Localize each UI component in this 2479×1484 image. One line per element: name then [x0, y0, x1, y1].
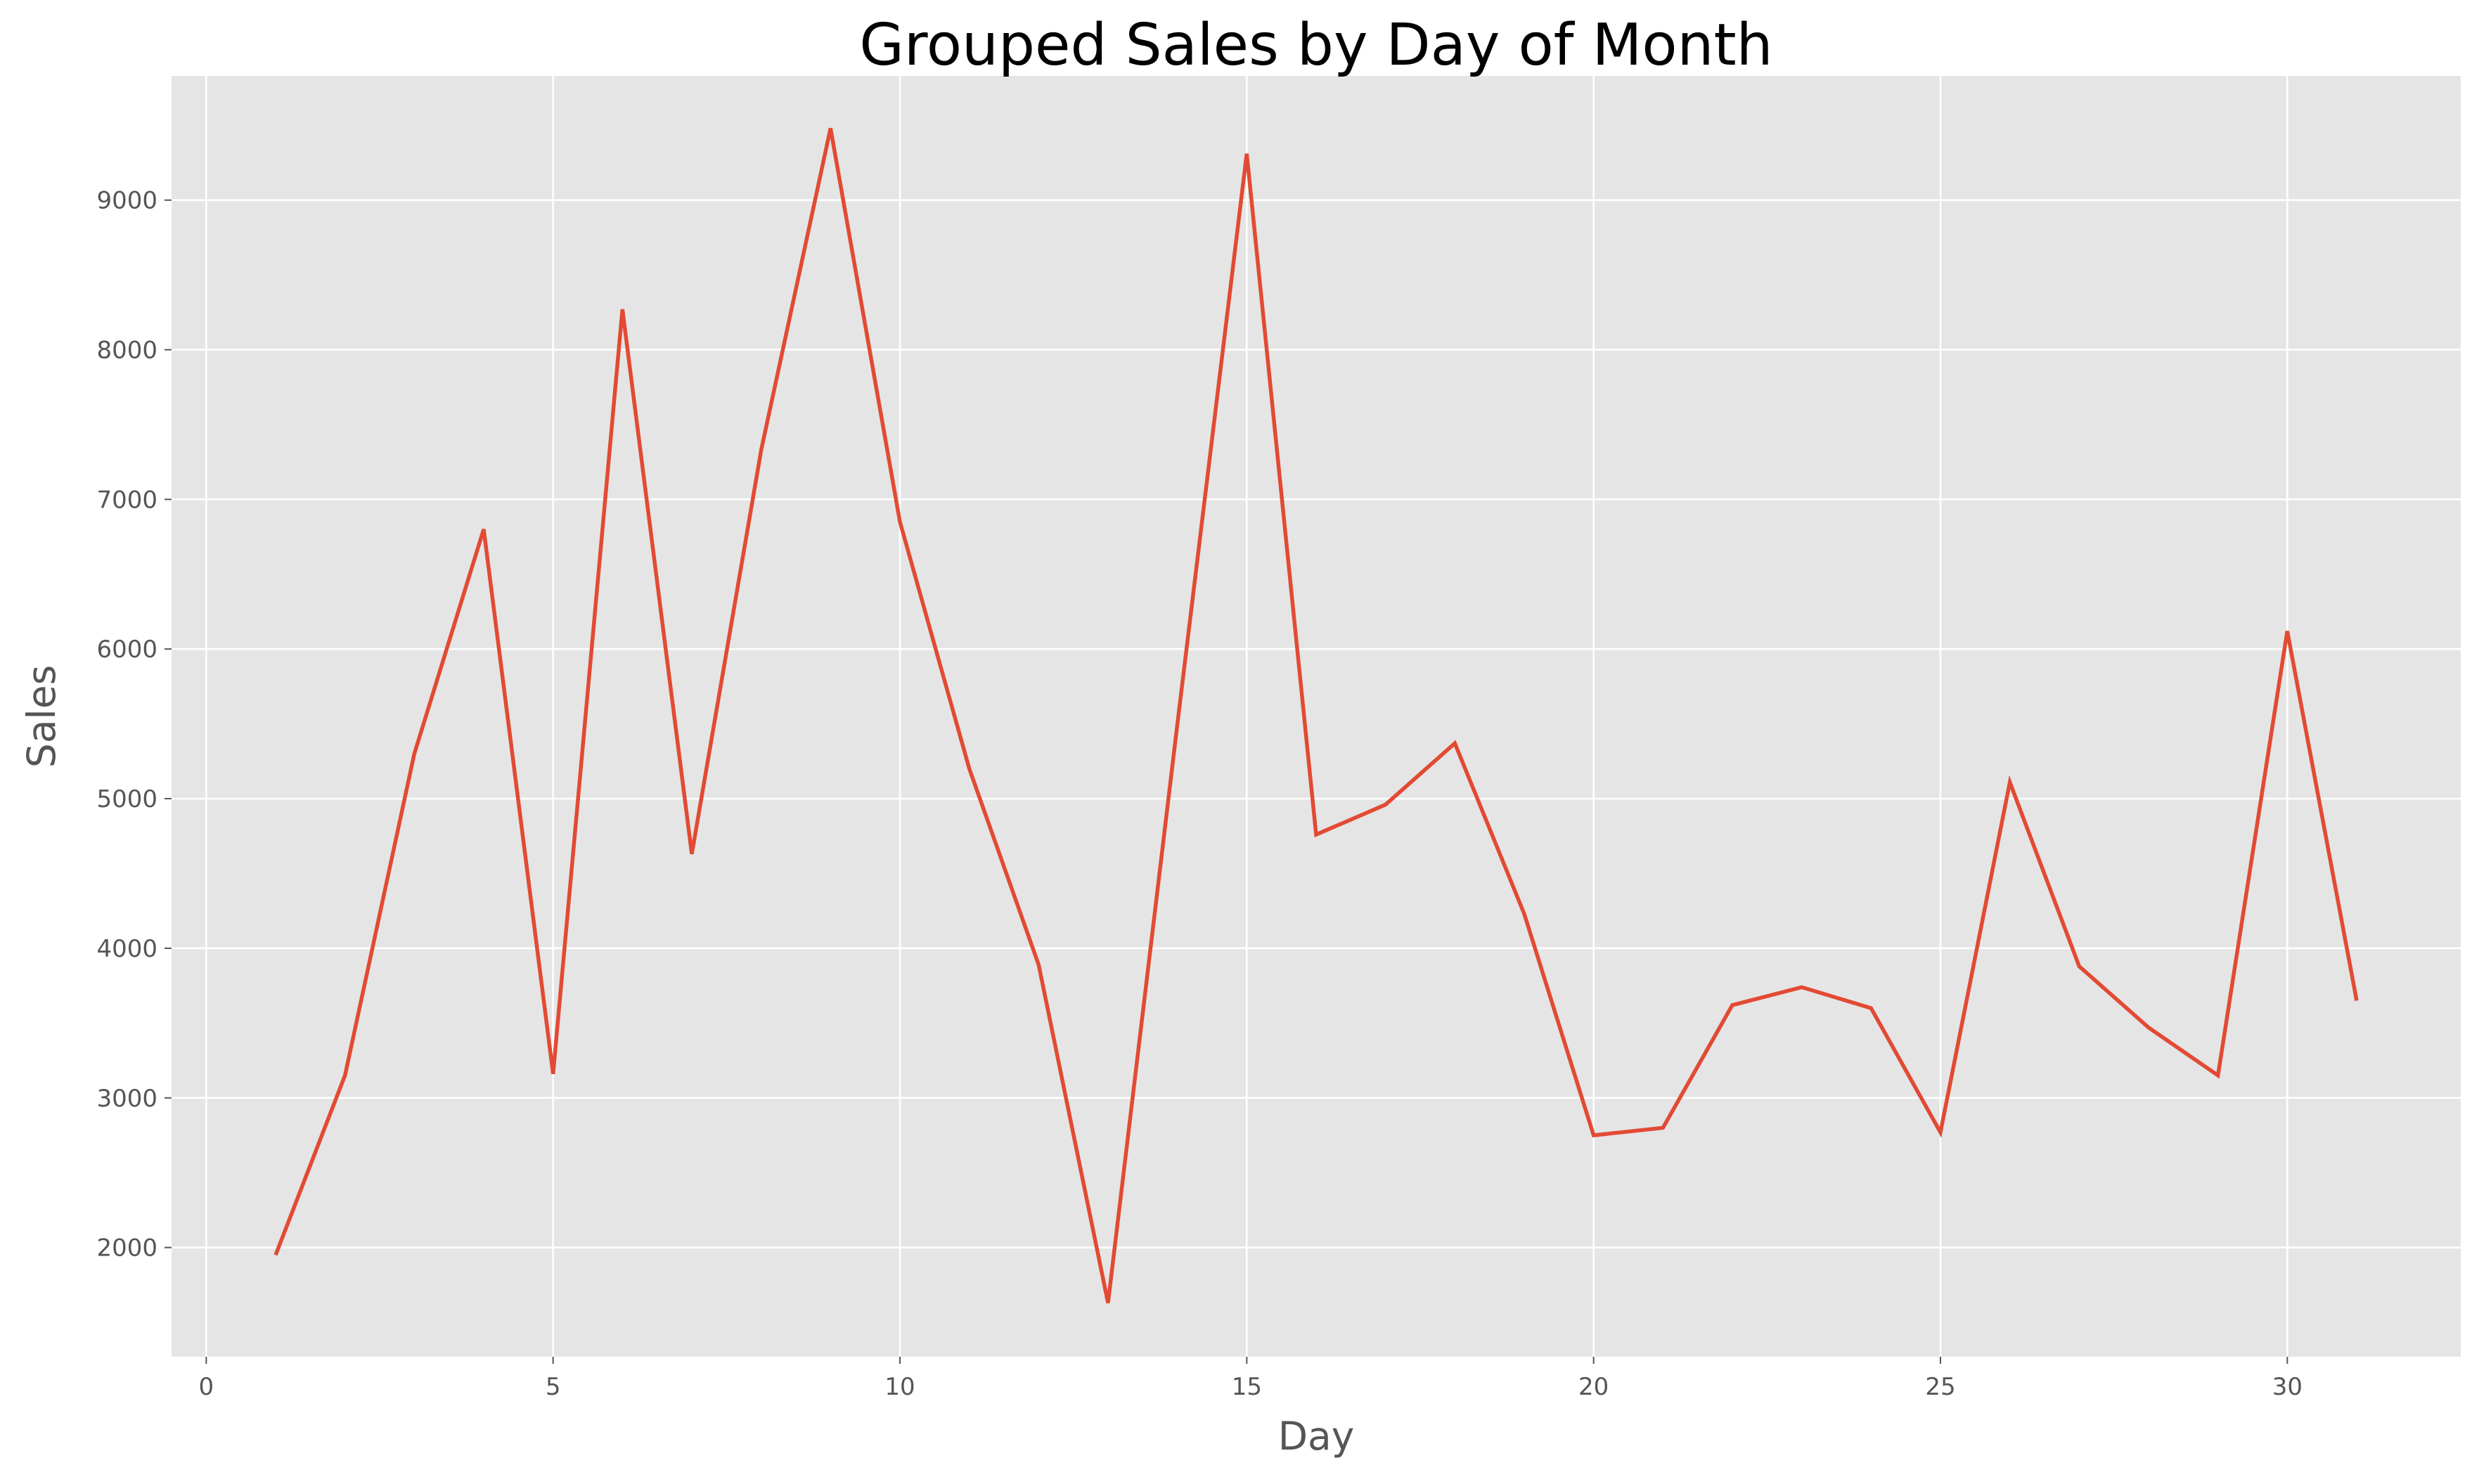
x-tick-label: 15 — [1232, 1373, 1262, 1401]
plot-area — [172, 76, 2461, 1357]
y-tick-label: 7000 — [96, 486, 157, 514]
chart-title: Grouped Sales by Day of Month — [859, 12, 1772, 79]
y-tick-label: 9000 — [96, 187, 157, 215]
y-tick-label: 6000 — [96, 635, 157, 664]
x-tick-label: 20 — [1578, 1373, 1609, 1401]
y-tick-label: 8000 — [96, 337, 157, 365]
y-tick-label: 2000 — [96, 1234, 157, 1263]
x-tick-label: 25 — [1925, 1373, 1955, 1401]
x-tick-label: 5 — [546, 1373, 561, 1401]
x-tick-label: 0 — [199, 1373, 214, 1401]
y-tick-label: 5000 — [96, 785, 157, 813]
x-tick-label: 10 — [884, 1373, 915, 1401]
x-tick-label: 30 — [2272, 1373, 2303, 1401]
y-axis-label: Sales — [19, 665, 64, 768]
y-tick-label: 3000 — [96, 1085, 157, 1113]
x-axis-label: Day — [1278, 1414, 1355, 1459]
y-tick-label: 4000 — [96, 935, 157, 963]
